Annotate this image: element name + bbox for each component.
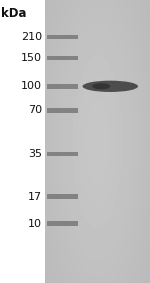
Text: 150: 150	[21, 53, 42, 63]
Text: 10: 10	[28, 218, 42, 229]
Bar	[46, 56, 78, 60]
Text: kDa: kDa	[2, 7, 27, 20]
Bar	[46, 221, 78, 226]
Bar	[46, 35, 78, 39]
Bar	[46, 152, 78, 156]
Text: 17: 17	[28, 192, 42, 202]
Ellipse shape	[92, 83, 110, 89]
Text: 70: 70	[28, 105, 42, 115]
Bar	[46, 194, 78, 199]
Bar	[46, 84, 78, 89]
Bar	[46, 108, 78, 113]
Bar	[45, 0, 150, 283]
Text: 100: 100	[21, 81, 42, 91]
Text: 35: 35	[28, 149, 42, 159]
Text: 210: 210	[21, 32, 42, 42]
Ellipse shape	[82, 81, 138, 92]
